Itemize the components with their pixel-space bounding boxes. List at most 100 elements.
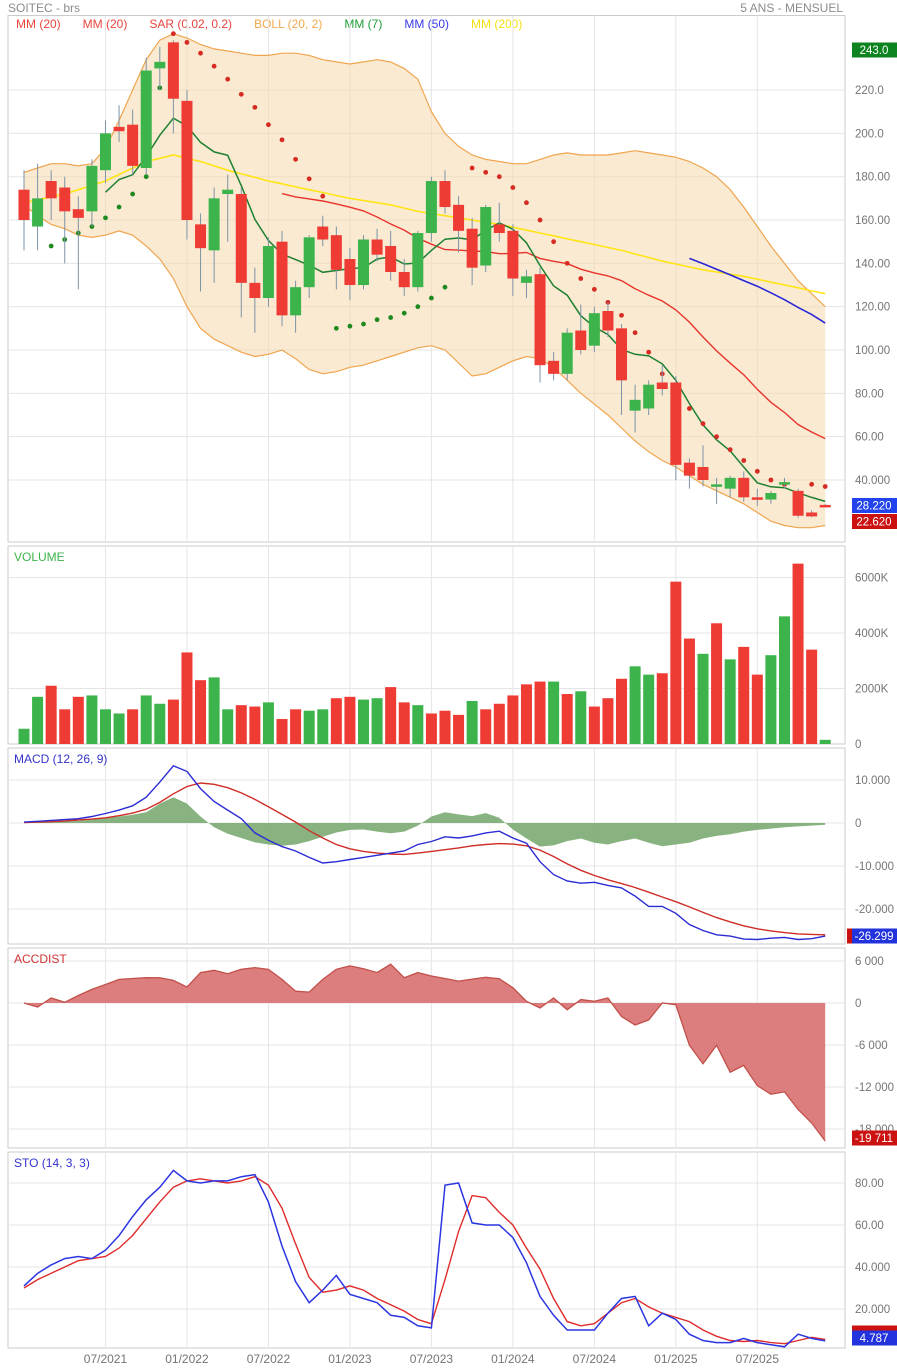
sar-dot	[687, 406, 692, 411]
candle-body	[235, 194, 247, 283]
volume-bar	[154, 703, 166, 744]
candle-body	[656, 382, 668, 390]
candle-body	[602, 311, 614, 331]
x-axis-label: 07/2021	[84, 1352, 128, 1366]
sto-d-line	[23, 1175, 826, 1345]
sto-axis-label: 20.000	[855, 1304, 890, 1316]
macd-axis-label: 0	[855, 818, 861, 830]
legend-item-5[interactable]: MM (50)	[404, 17, 449, 31]
panel-frame-0	[7, 15, 846, 543]
candle-body	[412, 233, 424, 288]
candle-body	[480, 207, 492, 266]
volume-bar	[724, 659, 736, 744]
candle-body	[548, 360, 560, 374]
volume-axis-label: 2000K	[855, 684, 889, 696]
candle-body	[290, 287, 302, 316]
sar-dot	[266, 122, 271, 128]
volume-bar	[629, 666, 641, 744]
volume-bar	[290, 709, 302, 744]
legend-item-2[interactable]: SAR (0.02, 0.2)	[149, 17, 233, 31]
macd-axis-label: -20.000	[855, 904, 894, 916]
panel-frame-2	[7, 747, 846, 945]
badge-price-last	[852, 498, 897, 513]
volume-bar	[181, 652, 193, 744]
sar-dot	[510, 185, 516, 190]
volume-bar	[751, 674, 763, 744]
volume-bar	[602, 698, 614, 744]
price-axis-label: 220.0	[855, 85, 884, 97]
accdist-axis-label: 6 000	[855, 956, 884, 968]
sar-dot	[293, 156, 298, 162]
volume-bar	[575, 691, 587, 744]
volume-bar	[819, 739, 831, 744]
candle-body	[276, 241, 288, 316]
volume-bar	[656, 673, 668, 744]
volume-bar	[683, 638, 695, 744]
sar-dot	[374, 317, 380, 323]
accdist-area	[24, 964, 826, 1141]
sar-dot	[306, 176, 312, 182]
panel-frame-4	[7, 1151, 846, 1349]
sar-dot	[252, 104, 258, 110]
sar-dot	[143, 174, 149, 180]
x-axis-label: 01/2022	[165, 1352, 209, 1366]
candle-body	[697, 467, 709, 480]
macd-panel-title: MACD (12, 26, 9)	[14, 752, 108, 766]
price-axis-label: 140.00	[855, 258, 890, 270]
legend-item-3[interactable]: BOLL (20, 2)	[254, 17, 323, 31]
volume-bar	[99, 709, 111, 744]
candle-body	[819, 504, 831, 508]
price-axis-label: 160.00	[855, 215, 890, 227]
badge-price-low	[852, 514, 897, 529]
volume-bar	[45, 685, 57, 744]
accdist-panel-title: ACCDIST	[14, 952, 67, 966]
candle-body	[45, 181, 57, 199]
volume-bar	[385, 687, 397, 744]
candle-body	[507, 230, 519, 279]
legend-item-6[interactable]: MM (200)	[471, 17, 523, 31]
candle-body	[181, 100, 193, 221]
candle-body	[643, 384, 655, 409]
period-selector[interactable]: 5 ANS - MENSUEL	[740, 1, 843, 15]
volume-bar	[534, 681, 546, 744]
candle-body	[86, 165, 98, 212]
badge-accdist	[852, 1130, 897, 1146]
badge-sto-text: 4.787	[860, 1333, 889, 1345]
volume-bar	[480, 709, 492, 744]
x-axis-label: 07/2023	[410, 1352, 454, 1366]
legend-item-0[interactable]: MM (20)	[16, 17, 61, 31]
accdist-axis-label: -12 000	[855, 1082, 894, 1094]
candle-body	[385, 246, 397, 273]
volume-bar	[59, 709, 71, 744]
macd-signal-line	[23, 782, 826, 936]
sar-dot	[551, 239, 557, 245]
volume-bar	[371, 698, 383, 744]
sar-dot	[591, 286, 597, 292]
sar-dot	[103, 215, 108, 221]
sar-dot	[388, 315, 394, 320]
badge-price-high-text: 243.0	[860, 45, 889, 57]
volume-bar	[439, 710, 451, 744]
sar-dot	[279, 137, 285, 143]
sar-dot	[198, 50, 203, 56]
sto-panel-title: STO (14, 3, 3)	[14, 1156, 90, 1170]
volume-bar	[127, 709, 139, 744]
x-axis-label: 01/2024	[491, 1352, 535, 1366]
volume-bar	[588, 706, 600, 744]
candle-body	[738, 477, 750, 498]
volume-bar	[548, 681, 560, 744]
volume-bar	[561, 694, 573, 744]
volume-bar	[507, 695, 519, 744]
volume-bar	[425, 713, 437, 744]
candle-body	[317, 226, 329, 240]
candle-body	[398, 272, 410, 288]
sar-dot	[578, 276, 584, 281]
badge-accdist-text: -19 711	[855, 1133, 893, 1145]
volume-bar	[167, 699, 179, 744]
candle-body	[113, 126, 125, 132]
legend-item-4[interactable]: MM (7)	[344, 17, 383, 31]
candle-body	[806, 512, 818, 517]
volume-bar	[276, 719, 288, 744]
badge-price-high	[852, 42, 897, 58]
